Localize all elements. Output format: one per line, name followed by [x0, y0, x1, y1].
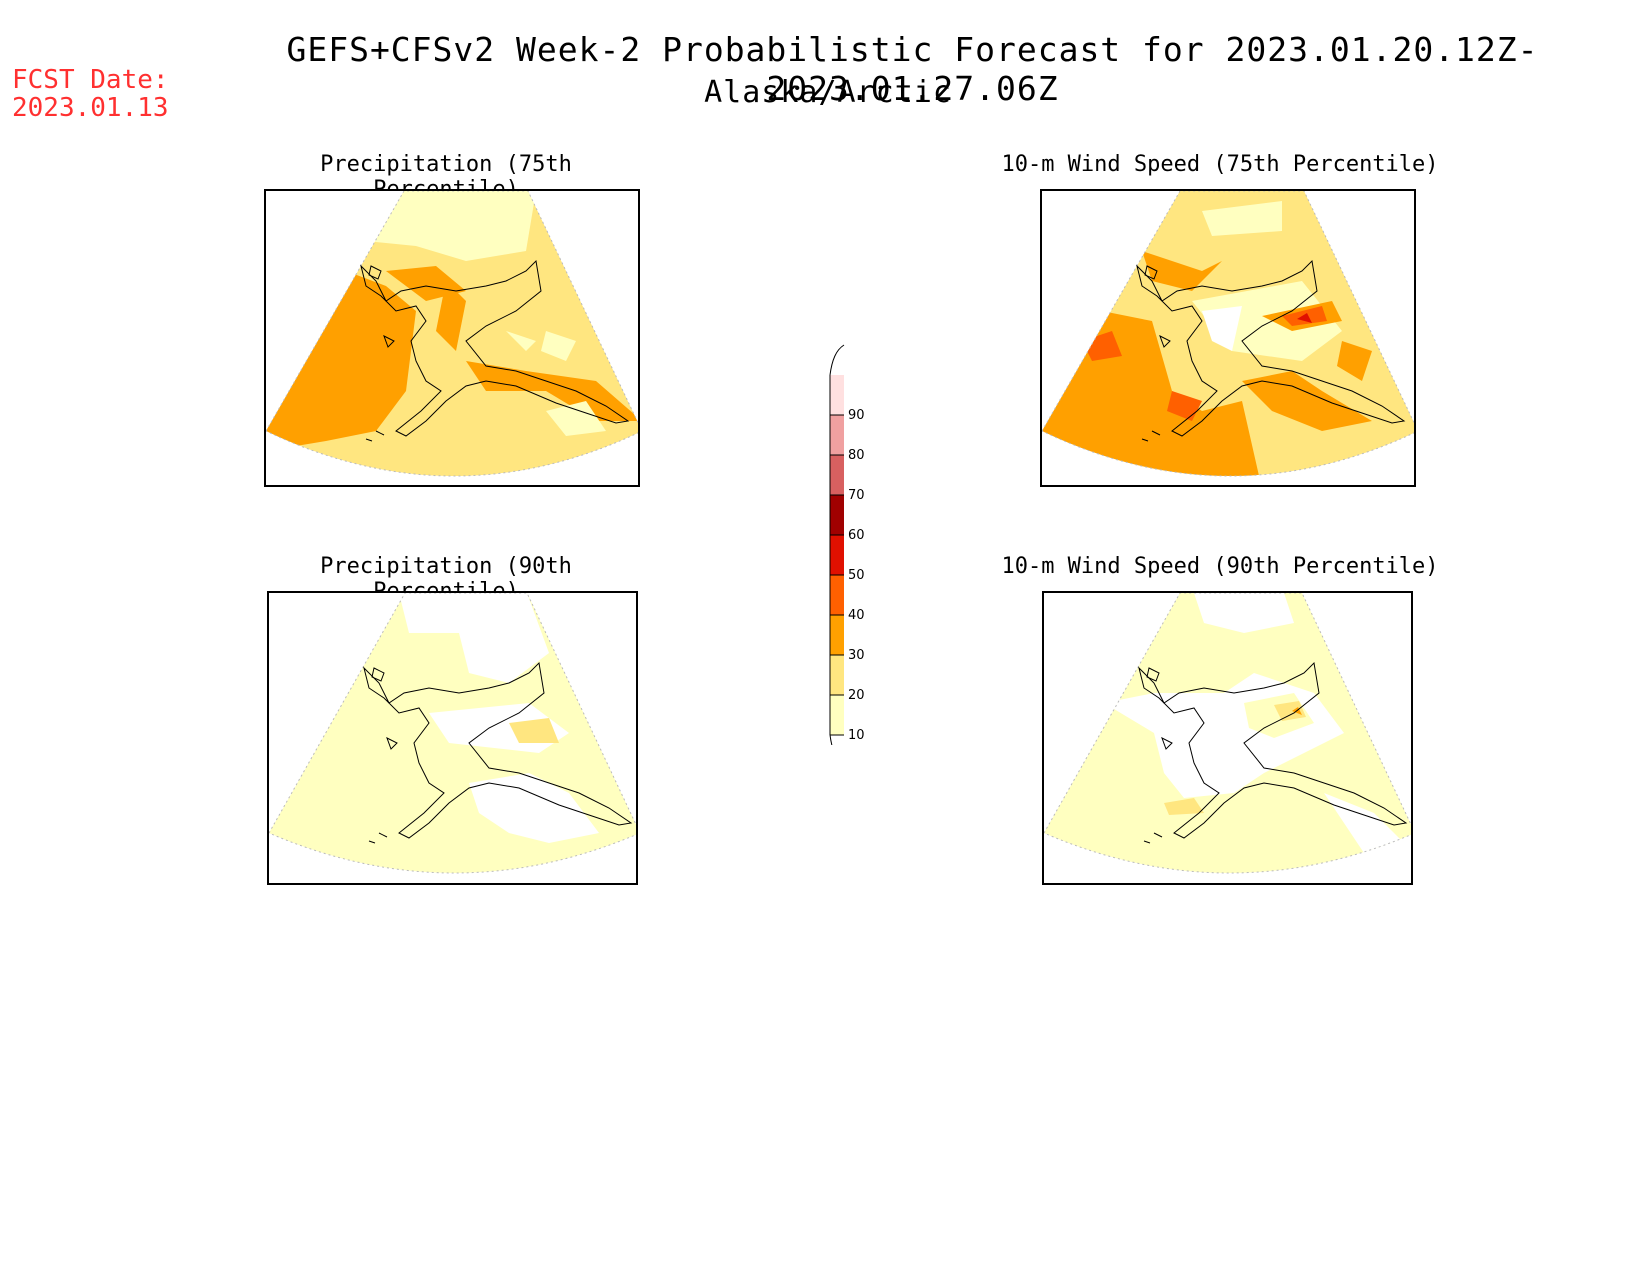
map-wind90	[1042, 591, 1413, 885]
panel-title-wind75: 10-m Wind Speed (75th Percentile)	[1001, 152, 1439, 177]
map-precip75	[264, 189, 640, 487]
colorbar-box	[830, 495, 844, 535]
fcst-date-value: 2023.01.13	[12, 93, 169, 123]
colorbar-tick-label: 20	[848, 688, 865, 703]
colorbar-tick-label: 90	[848, 408, 865, 423]
fcst-date-label: FCST Date:	[12, 65, 169, 95]
colorbar-tick-label: 50	[848, 568, 865, 583]
colorbar-box	[830, 375, 844, 415]
colorbar-tick-label: 80	[848, 448, 865, 463]
colorbar-tick-label: 60	[848, 528, 865, 543]
colorbar-tick-label: 70	[848, 488, 865, 503]
colorbar-box	[830, 455, 844, 495]
colorbar-box	[830, 655, 844, 695]
colorbar-cap-top	[829, 344, 845, 376]
chart-title: GEFS+CFSv2 Week-2 Probabilistic Forecast…	[286, 30, 1539, 108]
colorbar-tick-label: 10	[848, 728, 865, 743]
colorbar-box	[830, 575, 844, 615]
map-precip90	[267, 591, 638, 885]
colorbar-box	[830, 695, 844, 735]
colorbar-cap-bottom	[829, 734, 833, 745]
region-label: Alaska/Arctic	[704, 75, 952, 110]
colorbar-tick-label: 40	[848, 608, 865, 623]
colorbar-box	[830, 615, 844, 655]
colorbar-tick-label: 30	[848, 648, 865, 663]
colorbar-box	[830, 415, 844, 455]
chart-subtitle: Alaska/Arctic	[0, 75, 1650, 110]
panel-title-wind90: 10-m Wind Speed (90th Percentile)	[1001, 554, 1439, 579]
map-wind75	[1040, 189, 1416, 487]
colorbar-box	[830, 535, 844, 575]
colorbar: 90 80 70 60 50 40 30 20 10	[829, 344, 865, 745]
